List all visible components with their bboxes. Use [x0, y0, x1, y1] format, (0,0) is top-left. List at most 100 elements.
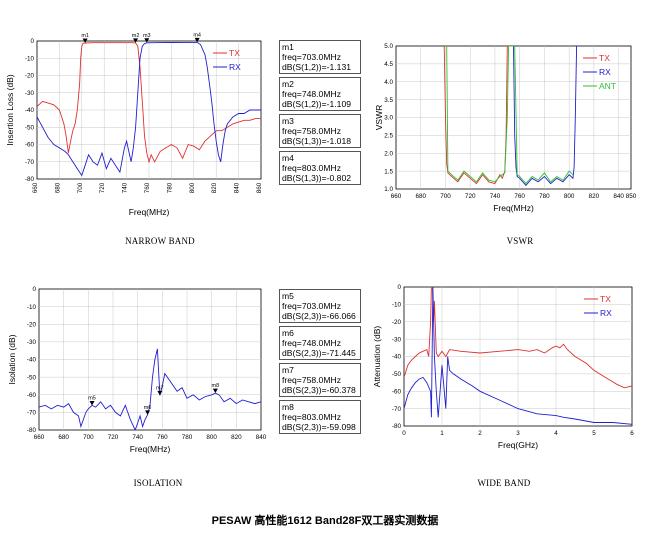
narrow-ylabel: Insertion Loss (dB) — [5, 74, 15, 146]
marker-readout-name: m8 — [282, 402, 294, 412]
wide-series-rx — [404, 287, 632, 425]
vswr-xtick-label: 800 — [564, 193, 575, 200]
wide-xlabel: Freq(GHz) — [498, 440, 538, 450]
marker-readout-name: m3 — [282, 116, 294, 126]
isolation-xtick-label: 720 — [108, 434, 119, 441]
narrow-xtick-label: 860 — [256, 182, 263, 193]
wide-xtick-label: 3 — [516, 430, 520, 437]
isolation-xtick-label: 660 — [34, 434, 45, 441]
vswr-legend-label: RX — [599, 67, 611, 77]
marker-m4-triangle — [194, 37, 200, 43]
isolation-xtick-label: 780 — [182, 434, 193, 441]
marker-m3-label: m3 — [143, 33, 151, 39]
vswr-legend-label: ANT — [599, 81, 616, 91]
isolation-ytick-label: -70 — [27, 410, 37, 417]
wide-ytick-label: -30 — [392, 336, 402, 343]
narrow-xtick-label: 840 — [234, 182, 241, 193]
marker-readout-name: m2 — [282, 79, 294, 89]
isolation-ytick-label: -40 — [27, 357, 37, 364]
wide-xtick-label: 2 — [478, 430, 482, 437]
narrow-band-caption: NARROW BAND — [125, 236, 195, 246]
vswr-ytick-label: 1.0 — [384, 186, 393, 193]
marker-readout-freq: freq=748.0MHz — [282, 89, 341, 99]
isolation-xtick-label: 840 — [256, 434, 267, 441]
wide-xtick-label: 1 — [440, 430, 444, 437]
narrow-xtick-label: 800 — [189, 182, 196, 193]
marker-m1-label: m1 — [81, 33, 89, 39]
isolation-ytick-label: -50 — [27, 374, 37, 381]
wide-xtick-label: 0 — [402, 430, 406, 437]
narrow-band-chart: 660 680 700 720 740 760 780 800 820 840 860 0 -10 -20… — [5, 32, 263, 217]
marker-m8-triangle — [212, 388, 218, 394]
marker-m1-triangle — [82, 38, 88, 43]
isolation-xtick-label: 680 — [58, 434, 69, 441]
vswr-xtick-label: 840 — [613, 193, 624, 200]
wide-ytick-label: -20 — [392, 319, 402, 326]
marker-readout-value: dB(S(2,3))=-71.445 — [282, 348, 356, 358]
narrow-ytick-label: -70 — [25, 159, 35, 166]
narrow-ytick-label: -10 — [25, 55, 35, 62]
marker-readout-value: dB(S(1,2))=-1.109 — [282, 99, 352, 109]
vswr-ytick-label: 1.5 — [384, 168, 393, 175]
vswr-caption: VSWR — [506, 236, 534, 246]
marker-readout-value: dB(S(2,3))=-66.066 — [282, 311, 356, 321]
marker-readout-m1: m1 freq=703.0MHz dB(S(1,2))=-1.131 — [279, 40, 361, 74]
marker-readout-value: dB(S(1,3))=-1.018 — [282, 136, 352, 146]
vswr-xtick-label: 700 — [440, 193, 451, 200]
marker-readout-name: m7 — [282, 365, 294, 375]
marker-readout-name: m6 — [282, 328, 294, 338]
marker-readout-m4: m4 freq=803.0MHz dB(S(1,3))=-0.802 — [279, 151, 361, 185]
marker-m6-triangle — [145, 410, 151, 415]
vswr-xlabel: Freq(MHz) — [493, 203, 534, 213]
wide-legend-label: TX — [600, 294, 611, 304]
marker-readout-freq: freq=758.0MHz — [282, 375, 341, 385]
marker-readout-freq: freq=758.0MHz — [282, 126, 341, 136]
isolation-ylabel: Isolation (dB) — [7, 334, 17, 384]
vswr-xtick-label: 680 — [415, 193, 426, 200]
marker-readout-value: dB(S(2,3))=-60.378 — [282, 385, 356, 395]
wide-ytick-label: 0 — [397, 284, 401, 291]
page-title: PESAW 高性能1612 Band28F双工器实测数据 — [211, 515, 439, 527]
vswr-chart: 660 680 700 720 740 760 780 800 820 840 850 1.0 1.5 2… — [374, 43, 637, 213]
narrow-ytick-label: -50 — [25, 124, 35, 131]
narrow-ytick-label: -60 — [25, 142, 35, 149]
wide-series-tx — [404, 287, 632, 389]
narrow-ytick-label: -80 — [25, 176, 35, 183]
narrow-xtick-label: 820 — [211, 182, 218, 193]
marker-m6-label: m6 — [144, 405, 152, 411]
narrow-xtick-label: 660 — [32, 182, 39, 193]
marker-readout-name: m5 — [282, 291, 294, 301]
narrow-ytick-label: -20 — [25, 73, 35, 80]
isolation-ytick-label: -30 — [27, 339, 37, 346]
narrow-series-tx — [37, 42, 261, 164]
vswr-ytick-label: 2.5 — [384, 133, 393, 140]
vswr-series-tx — [443, 46, 511, 185]
vswr-xtick-label: 780 — [539, 193, 550, 200]
isolation-xtick-label: 700 — [83, 434, 94, 441]
wide-band-caption: WIDE BAND — [477, 478, 531, 488]
marker-readout-m2: m2 freq=748.0MHz dB(S(1,2))=-1.109 — [279, 77, 361, 111]
marker-readout-name: m4 — [282, 153, 294, 163]
narrow-ytick-label: -30 — [25, 90, 35, 97]
marker-readout-m7: m7 freq=758.0MHz dB(S(2,3))=-60.378 — [279, 363, 361, 397]
marker-readout-m6: m6 freq=748.0MHz dB(S(2,3))=-71.445 — [279, 326, 361, 360]
marker-m5-triangle — [89, 400, 95, 406]
vswr-xtick-label: 850 — [626, 193, 637, 200]
marker-m4-label: m4 — [193, 32, 201, 38]
marker-readout-freq: freq=748.0MHz — [282, 338, 341, 348]
narrow-legend-label: TX — [229, 48, 240, 58]
wide-ylabel: Attenuation (dB) — [372, 326, 382, 388]
isolation-ytick-label: -80 — [27, 427, 37, 434]
vswr-xtick-label: 820 — [589, 193, 600, 200]
marker-m3-triangle — [144, 38, 150, 43]
marker-readout-name: m1 — [282, 42, 294, 52]
isolation-xtick-label: 820 — [231, 434, 242, 441]
vswr-ytick-label: 2.0 — [384, 150, 393, 157]
narrow-xtick-label: 720 — [99, 182, 106, 193]
isolation-xtick-label: 760 — [157, 434, 168, 441]
vswr-series-rx — [512, 46, 578, 187]
wide-band-chart: 0 1 2 3 4 5 6 0 -10 -20 -30 -40 -50 -60 -70 -80 Freq(GHz… — [372, 284, 634, 450]
vswr-xtick-label: 740 — [490, 193, 501, 200]
marker-m7-triangle — [157, 390, 163, 396]
isolation-series-s-2-3- — [39, 348, 261, 430]
